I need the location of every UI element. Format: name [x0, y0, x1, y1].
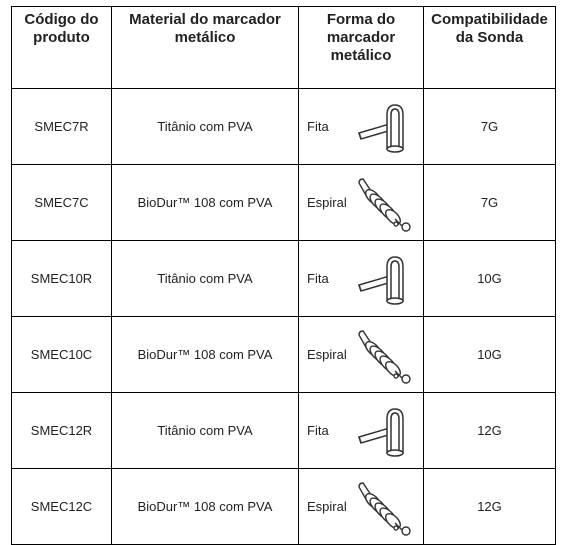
table-cell: 10G: [423, 240, 556, 317]
table-cell: SMEC12C: [11, 468, 112, 545]
shape-label: Fita: [307, 271, 329, 286]
table-cell: SMEC12R: [11, 392, 112, 469]
table-cell: Fita: [298, 88, 424, 165]
table-row: SMEC10R Titânio com PVA Fita 10G: [11, 240, 556, 317]
table-cell: 7G: [423, 88, 556, 165]
header-row: Código do produto Material do marcador m…: [11, 6, 556, 89]
ribbon-icon: [358, 256, 404, 305]
table-body: SMEC7R Titânio com PVA Fita 7G SMEC7C BioDur…: [11, 88, 556, 545]
header-cell: Código do produto: [11, 6, 112, 89]
table-cell: SMEC10C: [11, 316, 112, 393]
header-cell: Material do marcador metálico: [111, 6, 299, 89]
table-cell: SMEC7R: [11, 88, 112, 165]
table-cell: BioDur™ 108 com PVA: [111, 316, 299, 393]
header-cell: Forma do marcador metálico: [298, 6, 424, 89]
ribbon-icon: [358, 408, 404, 457]
table-row: SMEC7C BioDur™ 108 com PVA Espiral 7G: [11, 164, 556, 241]
table-row: SMEC12C BioDur™ 108 com PVA Espiral 12G: [11, 468, 556, 545]
coil-icon: [358, 482, 411, 536]
table-cell: SMEC10R: [11, 240, 112, 317]
table-cell: 12G: [423, 468, 556, 545]
table-cell: 10G: [423, 316, 556, 393]
table-row: SMEC7R Titânio com PVA Fita 7G: [11, 88, 556, 165]
table-cell: Titânio com PVA: [111, 392, 299, 469]
shape-label: Fita: [307, 423, 329, 438]
coil-icon: [358, 330, 411, 384]
shape-label: Fita: [307, 119, 329, 134]
coil-icon: [358, 178, 411, 232]
table-cell: Espiral: [298, 164, 424, 241]
table-cell: 7G: [423, 164, 556, 241]
table-cell: BioDur™ 108 com PVA: [111, 468, 299, 545]
table-cell: 12G: [423, 392, 556, 469]
table-cell: BioDur™ 108 com PVA: [111, 164, 299, 241]
table-cell: Espiral: [298, 468, 424, 545]
shape-label: Espiral: [307, 499, 347, 514]
shape-label: Espiral: [307, 347, 347, 362]
table-row: SMEC10C BioDur™ 108 com PVA Espiral 10G: [11, 316, 556, 393]
table-cell: SMEC7C: [11, 164, 112, 241]
table-cell: Titânio com PVA: [111, 88, 299, 165]
table-cell: Espiral: [298, 316, 424, 393]
table-cell: Fita: [298, 392, 424, 469]
ribbon-icon: [358, 104, 404, 153]
table-cell: Fita: [298, 240, 424, 317]
product-table: Código do produto Material do marcador m…: [11, 6, 556, 545]
table-row: SMEC12R Titânio com PVA Fita 12G: [11, 392, 556, 469]
shape-label: Espiral: [307, 195, 347, 210]
header-cell: Compatibilidade da Sonda: [423, 6, 556, 89]
table-cell: Titânio com PVA: [111, 240, 299, 317]
